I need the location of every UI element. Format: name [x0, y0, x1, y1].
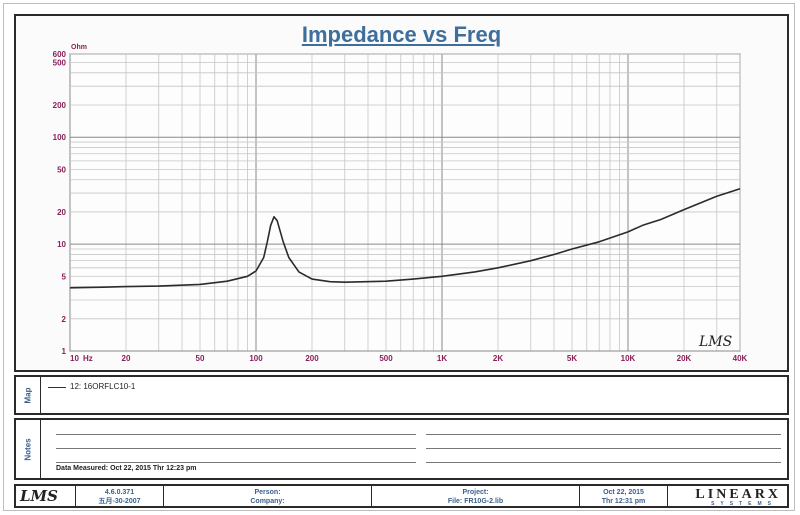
footer-company: Company: — [250, 498, 285, 505]
footer-time: Thr 12:31 pm — [601, 498, 646, 505]
x-tick-label: 50 — [196, 354, 205, 363]
y-tick-label: 1 — [62, 347, 67, 356]
plot-frame: Impedance vs Freq 10 20 50 100 200 500 1K 2K 5K 1… — [14, 14, 789, 372]
footer-version: 4.6.0.371 — [104, 489, 135, 496]
legend-entry: 12: 16ORFLC10-1 — [70, 382, 136, 391]
grid-layer — [69, 53, 741, 352]
y-tick-label: 10 — [57, 240, 66, 249]
map-side-label: Map — [16, 377, 41, 413]
footer-person-cell: Person: Company: — [164, 486, 372, 506]
y-tick-label: 50 — [57, 165, 66, 174]
x-unit-label: Hz — [83, 354, 93, 363]
date-measured: Data Measured: Oct 22, 2015 Thr 12:23 pm — [56, 465, 197, 472]
footer-lms-logo: LMS — [20, 487, 58, 505]
note-line — [426, 434, 781, 435]
report-sheet: Impedance vs Freq 10 20 50 100 200 500 1K 2K 5K 1… — [3, 3, 795, 511]
note-line — [426, 448, 781, 449]
footer-date-cell: Oct 22, 2015 Thr 12:31 pm — [580, 486, 668, 506]
x-tick-label: 10 — [70, 354, 79, 363]
note-line — [56, 448, 416, 449]
footer-brand-logo: LINEARX — [695, 487, 781, 502]
note-line — [56, 434, 416, 435]
series-line — [69, 187, 741, 289]
x-tick-label: 10K — [621, 354, 636, 363]
x-tick-label: 2K — [493, 354, 503, 363]
y-unit-label: Ohm — [71, 44, 87, 51]
note-line — [426, 462, 781, 463]
series-layer — [69, 187, 741, 289]
notes-panel: Notes Data Measured: Oct 22, 2015 Thr 12… — [14, 418, 789, 480]
y-tick-label: 100 — [53, 133, 67, 142]
footer-file: File: FR10G-2.lib — [447, 498, 504, 505]
impedance-chart: 10 20 50 100 200 500 1K 2K 5K 10K 20K 40K Hz 1 2 5 10 20 5… — [53, 44, 748, 363]
x-tick-label: 1K — [437, 354, 447, 363]
footer-date: Oct 22, 2015 — [603, 489, 644, 496]
plot-area — [69, 53, 741, 352]
chart-title: Impedance vs Freq — [301, 22, 502, 47]
tick-layer: 10 20 50 100 200 500 1K 2K 5K 10K 20K 40K Hz 1 2 5 10 20 5… — [53, 50, 748, 363]
y-tick-label: 500 — [53, 58, 67, 67]
note-line — [56, 462, 416, 463]
x-tick-label: 5K — [567, 354, 577, 363]
notes-side-label: Notes — [16, 420, 41, 478]
footer-logo-cell: LMS — [16, 486, 76, 506]
y-tick-label: 2 — [62, 315, 67, 324]
map-panel: Map 12: 16ORFLC10-1 — [14, 375, 789, 415]
y-tick-label: 20 — [57, 208, 66, 217]
legend-line-swatch — [48, 387, 66, 388]
footer-version-date: 五月-30-2007 — [98, 498, 141, 505]
y-tick-label: 200 — [53, 101, 67, 110]
y-tick-label: 600 — [53, 50, 67, 59]
lms-watermark-logo: LMS — [698, 334, 732, 350]
x-tick-label: 200 — [305, 354, 319, 363]
footer-bar: LMS 4.6.0.371 五月-30-2007 Person: Company… — [14, 484, 789, 508]
y-tick-label: 5 — [62, 272, 67, 281]
x-tick-label: 20K — [677, 354, 692, 363]
footer-brand-sub: SYSTEMS — [711, 501, 777, 507]
x-tick-label: 40K — [733, 354, 748, 363]
footer-version-cell: 4.6.0.371 五月-30-2007 — [76, 486, 164, 506]
footer-person: Person: — [254, 489, 281, 496]
x-tick-label: 20 — [122, 354, 131, 363]
x-tick-label: 500 — [379, 354, 393, 363]
footer-project-cell: Project: File: FR10G-2.lib — [372, 486, 580, 506]
x-tick-label: 100 — [249, 354, 263, 363]
map-label: Map — [23, 387, 33, 403]
footer-brand-cell: LINEARX SYSTEMS — [668, 486, 787, 507]
notes-label: Notes — [23, 437, 33, 461]
footer-project: Project: — [462, 489, 489, 496]
